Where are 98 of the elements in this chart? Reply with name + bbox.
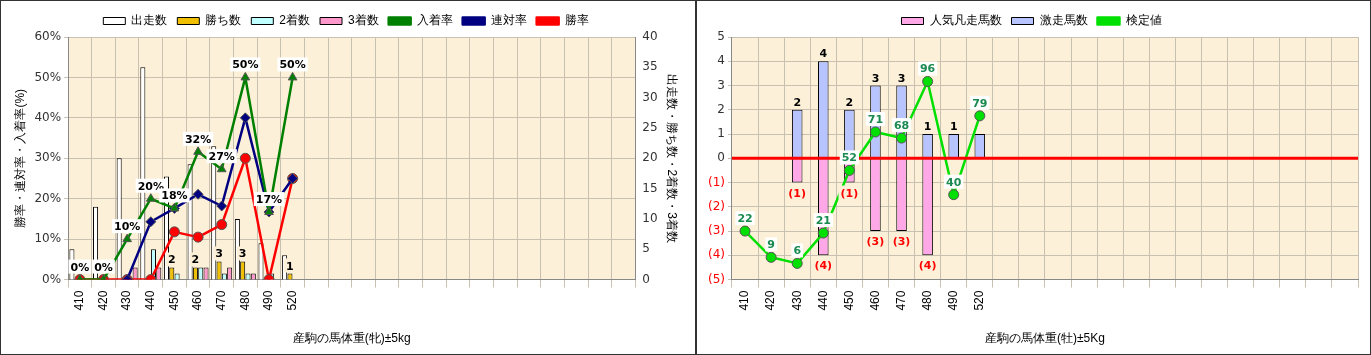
data-label: 1 — [923, 120, 932, 134]
data-label: 2 — [167, 253, 176, 267]
x-tick-label: 520 — [972, 290, 987, 311]
x-tick-label: 460 — [867, 290, 882, 311]
data-label: 3 — [897, 71, 906, 85]
x-tick-label: 430 — [119, 290, 134, 311]
y-tick-label: 3 — [717, 77, 725, 92]
y2-tick-label: 10 — [642, 211, 658, 226]
data-label: 27% — [208, 150, 235, 164]
y-tick-label: 0 — [717, 150, 725, 165]
x-axis-title: 産駒の馬体重(牝)±5kg — [292, 331, 411, 346]
legend-label: 勝ち数 — [205, 13, 242, 28]
data-label: 3 — [238, 247, 247, 261]
data-label: 32% — [184, 132, 212, 146]
data-label: 3 — [215, 247, 223, 261]
x-tick-label: 410 — [737, 290, 752, 311]
y-tick-label: 1 — [717, 126, 725, 141]
legend-label: 2着数 — [279, 13, 311, 28]
data-label: 6 — [793, 244, 802, 258]
x-tick-label: 430 — [789, 290, 804, 311]
x-tick-label: 420 — [763, 290, 778, 311]
data-label: 0% — [94, 260, 113, 274]
x-tick-label: 520 — [284, 290, 299, 311]
data-label: (4) — [918, 259, 937, 273]
y2-tick-label: 30 — [642, 89, 658, 104]
legend-label: 検定値 — [1125, 13, 1162, 28]
x-tick-label: 480 — [919, 290, 934, 311]
data-label: 2 — [845, 95, 854, 109]
data-label: 50% — [279, 58, 306, 72]
x-axis-title: 産駒の馬体重(牡)±5Kg — [985, 331, 1105, 346]
data-label: 96 — [919, 62, 936, 76]
x-tick-label: 410 — [72, 290, 87, 311]
data-label: 0% — [70, 260, 90, 274]
x-tick-label: 450 — [841, 290, 856, 311]
y-tick-label: (4) — [708, 247, 725, 262]
y2-tick-label: 25 — [642, 120, 658, 135]
data-label: 2 — [191, 253, 200, 267]
y-axis-title: 勝率・連対率・入着率(%) — [12, 88, 27, 228]
data-label: 71 — [867, 113, 884, 127]
y2-tick-label: 0 — [642, 271, 650, 286]
data-label: 10% — [113, 220, 141, 234]
y-tick-label: 10% — [34, 231, 62, 246]
x-tick-label: 460 — [190, 290, 205, 311]
legend-label: 連対率 — [490, 13, 527, 28]
y-tick-label: 2 — [717, 101, 725, 116]
y2-tick-label: 35 — [642, 59, 658, 74]
y2-tick-label: 20 — [642, 150, 658, 165]
y-tick-label: 5 — [717, 29, 725, 44]
legend-label: 入着率 — [416, 13, 453, 28]
x-tick-label: 440 — [815, 290, 830, 311]
y-tick-label: (3) — [708, 223, 725, 238]
data-label: (3) — [892, 235, 911, 249]
data-label: 2 — [793, 95, 802, 109]
x-tick-label: 420 — [95, 290, 110, 311]
y-tick-label: 20% — [34, 190, 62, 205]
legend-label: 激走馬数 — [1039, 13, 1088, 28]
data-label: 1 — [286, 259, 294, 273]
legend-label: 3着数 — [348, 13, 379, 28]
y-tick-label: 60% — [34, 29, 62, 44]
legend-label: 出走数 — [131, 13, 168, 28]
y-tick-label: (1) — [708, 174, 725, 189]
data-label: (3) — [866, 235, 885, 249]
x-tick-label: 480 — [237, 290, 252, 311]
data-label: 50% — [232, 58, 259, 72]
data-label: 79 — [972, 96, 988, 110]
data-label: (4) — [814, 259, 833, 273]
y-tick-label: 30% — [34, 150, 62, 165]
y-tick-label: (2) — [708, 198, 725, 213]
data-label: (1) — [788, 186, 807, 200]
x-tick-label: 450 — [166, 290, 181, 311]
data-label: 21 — [815, 214, 831, 228]
data-label: 9 — [767, 238, 775, 252]
data-label: 22 — [737, 212, 753, 226]
y-tick-label: 4 — [717, 53, 725, 68]
data-label: 3 — [871, 71, 880, 85]
y-tick-label: 50% — [34, 69, 62, 84]
data-label: 40 — [946, 175, 962, 189]
data-label: 1 — [949, 120, 958, 134]
y-tick-label: 40% — [34, 109, 62, 124]
x-tick-label: 490 — [261, 290, 276, 311]
y2-tick-label: 5 — [642, 241, 650, 256]
data-label: 68 — [893, 119, 910, 133]
x-tick-label: 440 — [143, 290, 158, 311]
y-tick-label: (5) — [708, 271, 725, 286]
x-tick-label: 490 — [946, 290, 961, 311]
data-label: 17% — [255, 193, 283, 207]
y2-tick-label: 15 — [642, 180, 658, 195]
legend-label: 勝率 — [564, 13, 589, 28]
y2-tick-label: 40 — [642, 29, 658, 44]
data-label: 18% — [161, 189, 188, 203]
x-tick-label: 470 — [214, 290, 229, 311]
y-tick-label: 0% — [42, 271, 62, 286]
data-label: 52 — [841, 151, 858, 165]
data-label: (1) — [840, 186, 859, 200]
y2-axis-title: 出走数・勝ち数・2着数・3着数 — [665, 73, 680, 243]
data-label: 4 — [819, 47, 828, 61]
x-tick-label: 470 — [893, 290, 908, 311]
legend-label: 人気凡走馬数 — [929, 13, 1002, 28]
